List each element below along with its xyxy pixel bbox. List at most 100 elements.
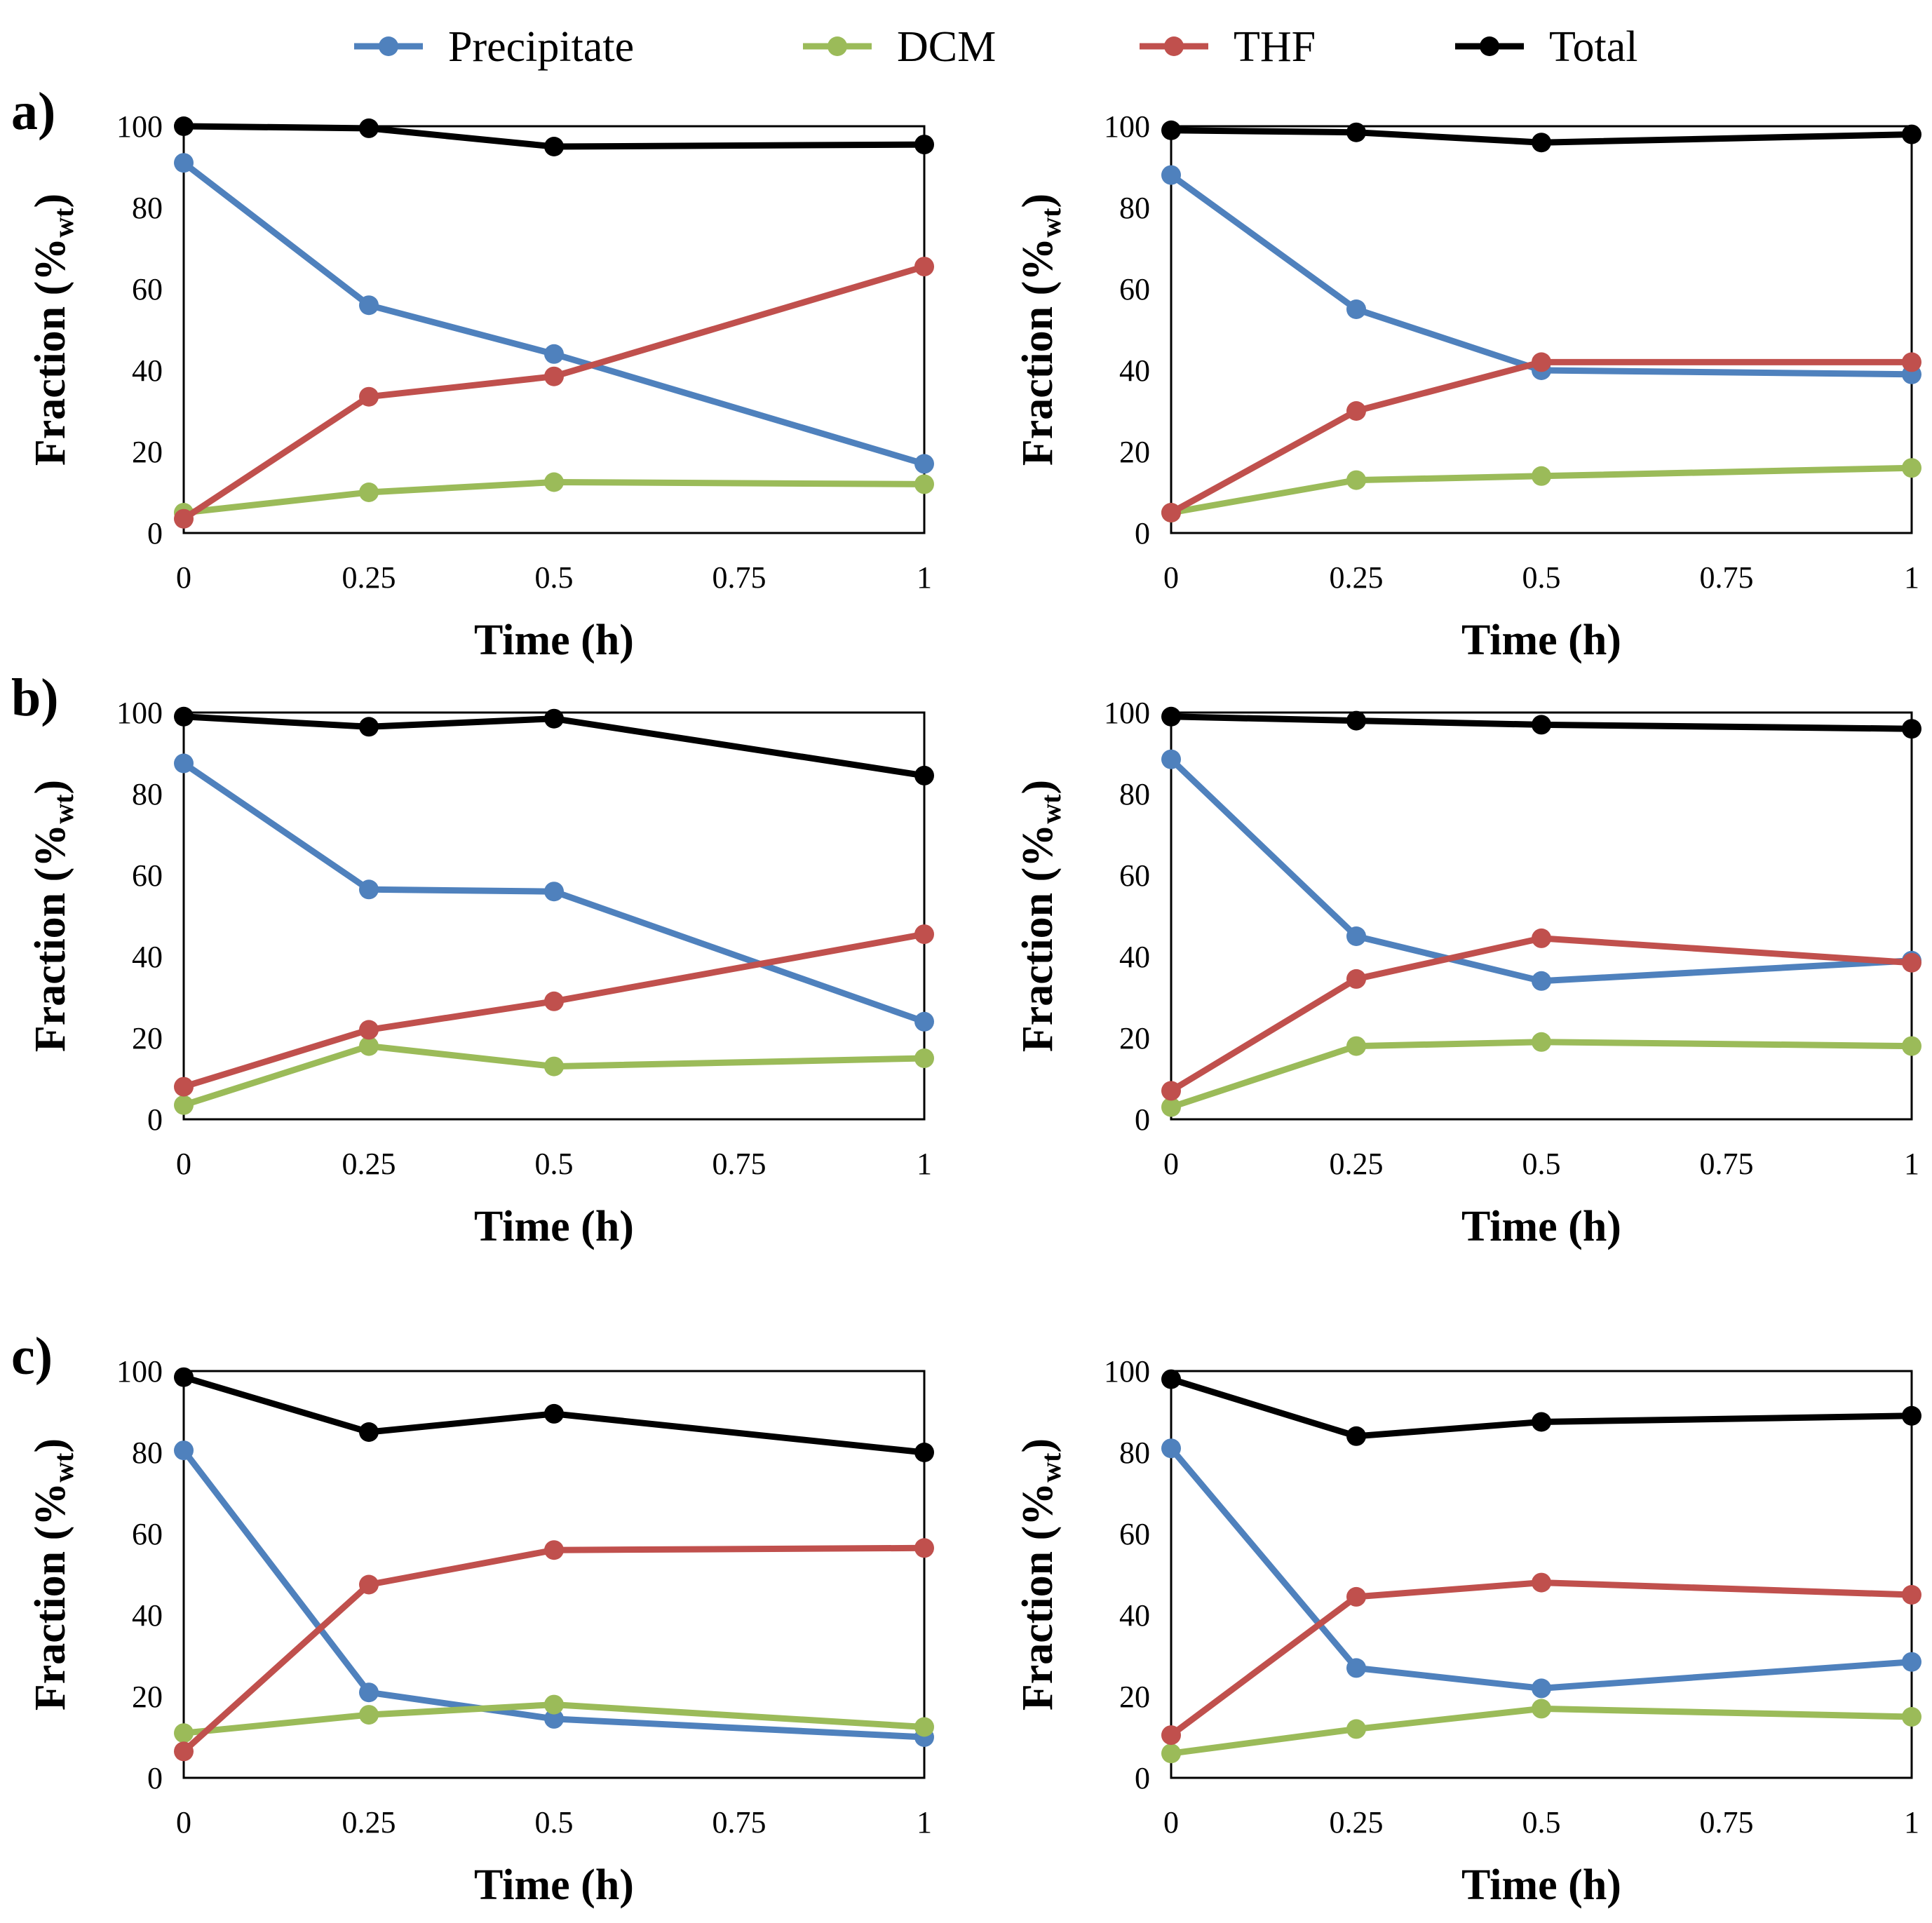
series-line-thf <box>180 263 928 522</box>
plot-frame <box>182 1370 926 1779</box>
series-line-thf <box>1168 935 1915 1094</box>
data-point-total <box>1346 1426 1366 1446</box>
series-line-precipitate <box>180 760 928 1025</box>
data-point-total <box>359 1422 379 1442</box>
legend-label-dcm: DCM <box>897 23 996 71</box>
legend-label-total: Total <box>1549 23 1638 71</box>
plot-frame <box>1170 1370 1913 1779</box>
data-point-dcm <box>1346 1719 1366 1739</box>
data-point-total <box>174 706 194 727</box>
data-point-thf <box>174 508 194 529</box>
x-tick-label: 1 <box>1904 1147 1919 1181</box>
y-tick-label: 100 <box>116 109 163 144</box>
y-axis-title: Fraction (%wt) <box>27 1438 79 1711</box>
legend-marker-total <box>1480 36 1499 56</box>
y-tick-label: 0 <box>147 1102 163 1137</box>
chart-panel-3: 0 20 40 60 80 100 0 0.25 0.5 0.75 1 Time (h) Fractio… <box>11 668 934 1250</box>
y-tick-label: 20 <box>1119 1021 1150 1055</box>
series-line-precipitate <box>180 1447 928 1741</box>
data-point-total <box>1902 719 1921 739</box>
data-point-dcm <box>544 1056 564 1077</box>
data-point-dcm <box>914 1048 934 1068</box>
y-tick-label: 80 <box>1119 777 1150 811</box>
y-tick-label: 100 <box>1104 696 1150 730</box>
series-line-thf <box>180 931 928 1091</box>
data-point-thf <box>1532 352 1551 372</box>
x-tick-label: 0.75 <box>1700 560 1754 595</box>
data-point-total <box>1346 710 1366 731</box>
y-tick-label: 40 <box>1119 353 1150 388</box>
y-tick-label: 80 <box>1119 191 1150 225</box>
x-axis-title: Time (h) <box>474 1203 634 1250</box>
x-tick-label: 1 <box>917 1147 932 1181</box>
data-point-precipitate <box>359 879 379 900</box>
data-point-precipitate <box>544 1708 564 1729</box>
data-point-total <box>914 1443 934 1462</box>
data-point-precipitate <box>1532 971 1551 991</box>
y-tick-label: 60 <box>1119 272 1150 306</box>
panel-label: a) <box>11 82 55 141</box>
data-point-dcm <box>1532 1032 1551 1052</box>
data-point-thf <box>1902 1585 1921 1605</box>
data-point-thf <box>1532 928 1551 948</box>
y-tick-label: 0 <box>147 516 163 551</box>
y-tick-label: 60 <box>1119 858 1150 893</box>
y-tick-label: 20 <box>132 1680 163 1714</box>
data-point-thf <box>1532 1572 1551 1593</box>
data-point-total <box>1161 706 1181 727</box>
series-line-thf <box>1168 1579 1915 1739</box>
series-line-precipitate <box>1168 1445 1915 1692</box>
data-point-total <box>174 1367 194 1387</box>
y-tick-label: 100 <box>1104 1354 1150 1389</box>
y-axis-title: Fraction (%wt) <box>27 780 79 1052</box>
y-tick-label: 20 <box>1119 1680 1150 1714</box>
data-point-precipitate <box>174 753 194 774</box>
y-tick-label: 80 <box>132 1436 163 1470</box>
y-tick-label: 0 <box>1135 516 1150 551</box>
y-tick-label: 100 <box>116 696 163 730</box>
x-tick-label: 0.5 <box>1522 560 1561 595</box>
series-line-thf <box>1168 358 1915 516</box>
data-point-precipitate <box>1346 1658 1366 1678</box>
x-tick-label: 0.5 <box>1522 1805 1561 1840</box>
y-axis-title: Fraction (%wt) <box>1014 780 1067 1052</box>
data-point-dcm <box>359 483 379 502</box>
x-tick-label: 0.5 <box>1522 1147 1561 1181</box>
panel-label: c) <box>11 1327 53 1386</box>
data-point-precipitate <box>1532 1678 1551 1699</box>
x-tick-label: 0 <box>176 560 191 595</box>
data-point-total <box>1532 133 1551 153</box>
x-axis-title: Time (h) <box>474 1861 634 1909</box>
data-point-total <box>174 116 194 136</box>
data-point-thf <box>174 1741 194 1762</box>
plot-frame <box>1170 711 1913 1121</box>
series-line-total <box>180 1374 928 1456</box>
x-tick-label: 0 <box>1163 1147 1179 1181</box>
x-tick-label: 0.5 <box>535 1805 574 1840</box>
x-tick-label: 0.75 <box>712 1805 766 1840</box>
x-axis-title: Time (h) <box>474 616 634 664</box>
x-tick-label: 1 <box>1904 560 1919 595</box>
data-point-thf <box>914 257 934 277</box>
data-point-total <box>1902 124 1921 144</box>
data-point-dcm <box>1902 458 1921 478</box>
data-point-dcm <box>914 474 934 494</box>
y-tick-label: 100 <box>116 1354 163 1389</box>
data-point-total <box>1161 1369 1181 1389</box>
chart-panel-6: 0 20 40 60 80 100 0 0.25 0.5 0.75 1 Time (h) Fractio… <box>1014 1354 1921 1909</box>
data-point-dcm <box>914 1717 934 1737</box>
data-point-dcm <box>359 1036 379 1056</box>
data-point-precipitate <box>174 153 194 173</box>
series-line-precipitate <box>180 159 928 467</box>
x-tick-label: 0 <box>176 1805 191 1840</box>
y-tick-label: 100 <box>1104 109 1150 144</box>
y-tick-label: 20 <box>132 1021 163 1055</box>
series-line-total <box>1168 1376 1915 1440</box>
data-point-dcm <box>174 1723 194 1743</box>
data-point-total <box>1532 1412 1551 1432</box>
x-tick-label: 0 <box>176 1147 191 1181</box>
data-point-thf <box>359 1574 379 1595</box>
data-point-precipitate <box>1346 299 1366 319</box>
data-point-precipitate <box>544 882 564 902</box>
y-tick-label: 40 <box>1119 940 1150 974</box>
